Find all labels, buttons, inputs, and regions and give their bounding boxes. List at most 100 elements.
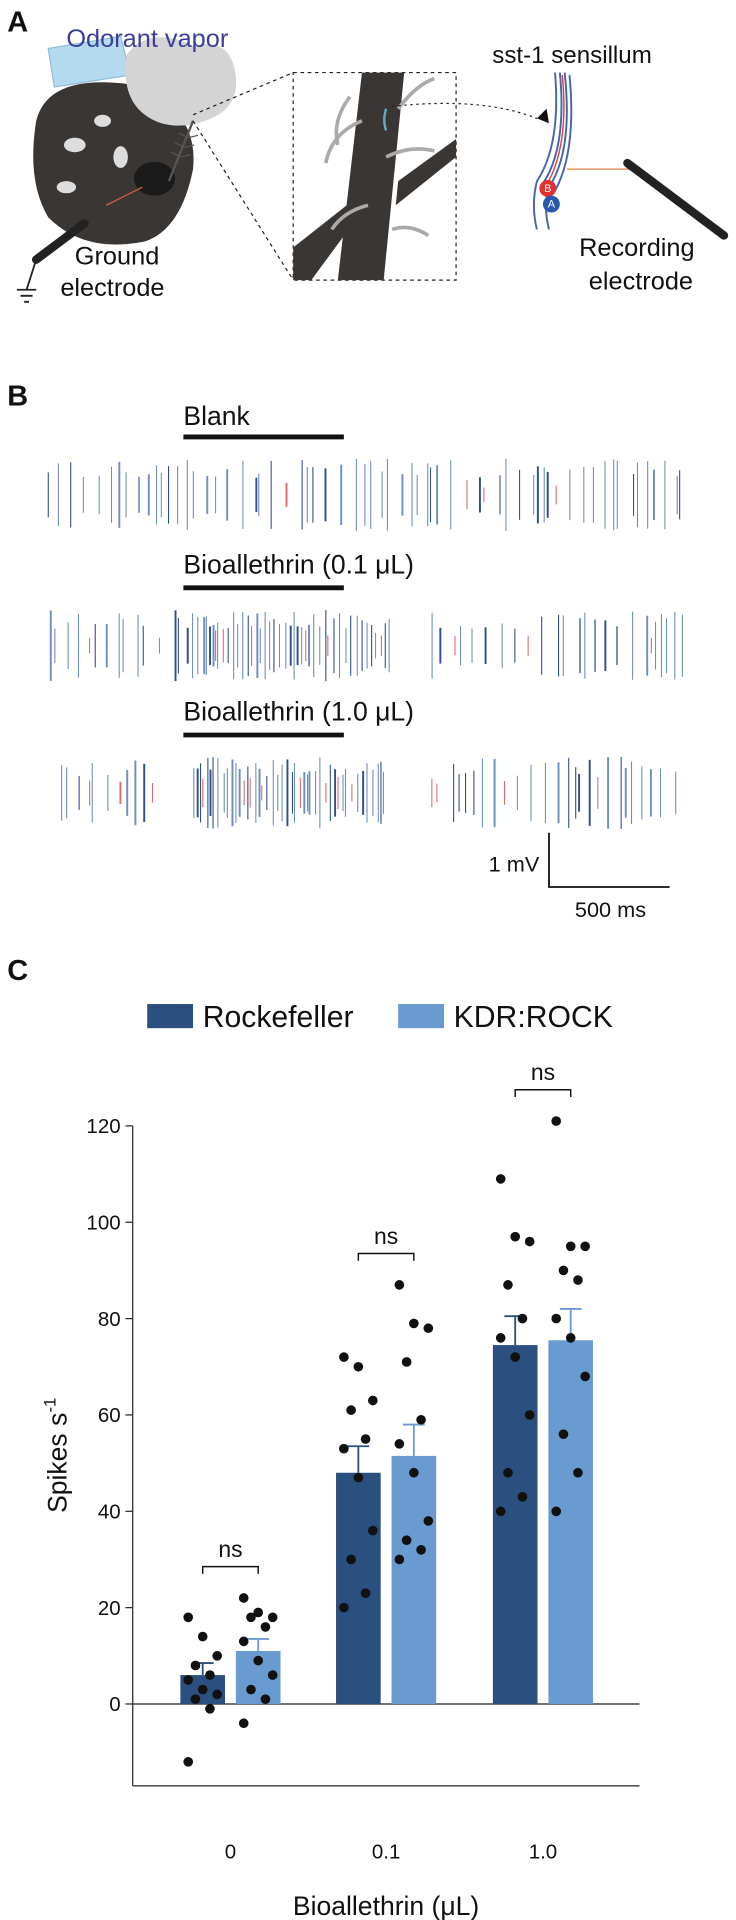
x-axis-label: Bioallethrin (μL) xyxy=(293,1891,479,1920)
data-point xyxy=(368,1395,378,1406)
data-point xyxy=(503,1467,513,1478)
bar xyxy=(336,1472,381,1704)
significance-label: ns xyxy=(218,1536,242,1562)
neuron-label: B xyxy=(544,183,551,195)
data-point xyxy=(183,1675,194,1685)
data-point xyxy=(253,1655,264,1666)
data-point xyxy=(416,1414,426,1425)
data-point xyxy=(197,1684,208,1695)
data-point xyxy=(246,1612,256,1623)
data-point xyxy=(190,1694,201,1705)
data-point xyxy=(524,1410,535,1420)
data-point xyxy=(503,1280,513,1290)
y-tick-label: 80 xyxy=(98,1308,121,1331)
panel-label: B xyxy=(7,381,28,413)
significance-label: ns xyxy=(531,1059,555,1085)
legend-label: Rockefeller xyxy=(203,1001,354,1034)
data-point xyxy=(183,1612,194,1623)
data-point xyxy=(401,1357,412,1367)
data-point xyxy=(238,1718,249,1729)
data-point xyxy=(267,1612,278,1623)
label: sst-1 sensillum xyxy=(492,42,652,69)
panel-label: A xyxy=(7,7,28,39)
y-tick-label: 20 xyxy=(98,1597,121,1620)
error-bar xyxy=(347,1445,370,1473)
data-point xyxy=(339,1443,349,1454)
data-point xyxy=(197,1631,208,1642)
data-point xyxy=(409,1467,419,1478)
data-point xyxy=(260,1622,271,1632)
data-point xyxy=(401,1535,412,1546)
chart: Rockefeller KDR:ROCK 0 20 40 60 80 100 120 Spikes… xyxy=(41,1001,640,1920)
legend-swatch xyxy=(147,1004,194,1029)
data-point xyxy=(495,1333,506,1343)
error-bar xyxy=(247,1638,270,1651)
x-tick-label: 0.1 xyxy=(372,1840,401,1863)
data-point xyxy=(346,1554,356,1565)
significance-bracket xyxy=(514,1088,572,1097)
y-axis-label: Spikes s-1 xyxy=(41,1398,73,1513)
data-point xyxy=(368,1525,378,1536)
data-point xyxy=(212,1689,223,1700)
data-point xyxy=(238,1636,249,1647)
data-point xyxy=(510,1231,521,1242)
scale-label: 1 mV xyxy=(489,851,540,876)
data-point xyxy=(409,1318,419,1329)
data-point xyxy=(565,1241,576,1252)
y-tick-label: 40 xyxy=(98,1501,121,1524)
data-point xyxy=(360,1588,371,1599)
data-point xyxy=(360,1434,371,1444)
data-point xyxy=(573,1275,583,1285)
data-point xyxy=(346,1405,356,1415)
significance-label: ns xyxy=(374,1223,398,1249)
data-point xyxy=(551,1313,562,1324)
data-point xyxy=(517,1492,528,1502)
data-point xyxy=(558,1265,569,1276)
traces xyxy=(47,434,683,829)
data-point xyxy=(394,1439,405,1449)
data-point xyxy=(580,1371,591,1382)
data-point xyxy=(510,1352,521,1362)
x-tick-label: 0 xyxy=(225,1840,236,1863)
scale-bar xyxy=(548,832,670,888)
data-point xyxy=(212,1650,223,1661)
data-point xyxy=(495,1174,506,1184)
significance-bracket xyxy=(357,1252,415,1261)
bar xyxy=(492,1345,538,1704)
y-axis-label: Spikes s xyxy=(42,1413,72,1513)
x-tick-label: 1.0 xyxy=(529,1840,557,1863)
data-point xyxy=(339,1352,349,1362)
label: Recording xyxy=(579,234,694,262)
label: electrode xyxy=(589,268,693,296)
scale-label: 500 ms xyxy=(575,897,646,922)
panel-label: C xyxy=(7,955,28,987)
label: electrode xyxy=(60,274,164,302)
data-point xyxy=(183,1756,194,1767)
data-point xyxy=(267,1670,278,1680)
legend-label: KDR:ROCK xyxy=(454,1001,613,1034)
data-point xyxy=(246,1684,256,1695)
data-point xyxy=(353,1472,364,1483)
y-tick-label: 100 xyxy=(86,1211,120,1234)
data-point xyxy=(558,1429,569,1440)
data-point xyxy=(423,1516,434,1526)
y-axis-label-superscript: -1 xyxy=(41,1398,60,1413)
trace-label: Bioallethrin (0.1 μL) xyxy=(183,549,414,579)
data-point xyxy=(573,1467,583,1478)
data-point xyxy=(190,1660,201,1671)
y-tick-label: 60 xyxy=(98,1404,121,1427)
data-point xyxy=(517,1313,528,1324)
legend-swatch xyxy=(398,1004,445,1029)
data-point xyxy=(565,1333,576,1343)
data-point xyxy=(353,1361,364,1372)
data-point xyxy=(495,1506,506,1517)
data-point xyxy=(580,1241,591,1252)
data-point xyxy=(205,1703,215,1714)
data-point xyxy=(394,1554,405,1565)
significance-bracket xyxy=(201,1565,259,1574)
data-point xyxy=(423,1323,434,1334)
bar xyxy=(548,1340,594,1704)
data-point xyxy=(551,1116,562,1126)
illustration xyxy=(16,35,729,303)
